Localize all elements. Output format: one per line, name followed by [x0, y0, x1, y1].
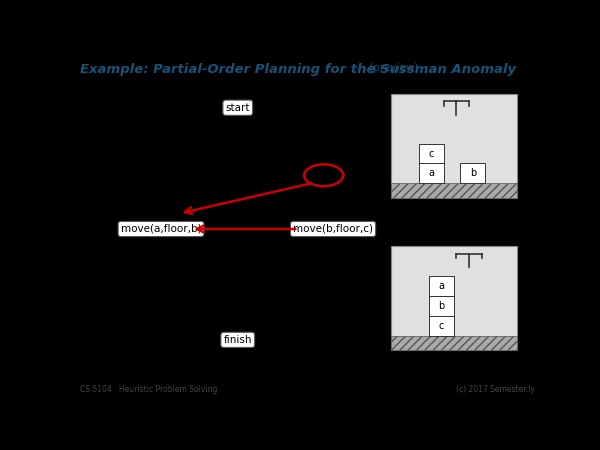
Bar	[429, 276, 454, 296]
FancyBboxPatch shape	[391, 94, 517, 198]
Text: c: c	[439, 321, 444, 331]
Bar	[419, 163, 444, 183]
Text: b: b	[470, 168, 476, 178]
Bar	[419, 144, 444, 163]
Text: move(a,floor,b): move(a,floor,b)	[121, 224, 202, 234]
Text: c: c	[428, 148, 434, 158]
Text: a: a	[428, 168, 434, 178]
Bar	[429, 316, 454, 336]
Text: CS 5104   Heuristic Problem Solving: CS 5104 Heuristic Problem Solving	[80, 385, 217, 394]
Bar	[391, 336, 517, 350]
Text: b: b	[438, 301, 445, 311]
Bar	[429, 296, 454, 316]
Text: start: start	[226, 103, 250, 112]
Bar	[460, 163, 485, 183]
Text: (preview): (preview)	[365, 63, 418, 72]
Text: a: a	[439, 281, 445, 291]
Text: finish: finish	[223, 335, 252, 345]
Bar	[391, 183, 517, 198]
Text: Example: Partial-Order Planning for the Sussman Anomaly: Example: Partial-Order Planning for the …	[80, 63, 516, 76]
Text: (c) 2017 Semester.ly: (c) 2017 Semester.ly	[457, 385, 535, 394]
Text: move(b,floor,c): move(b,floor,c)	[293, 224, 373, 234]
FancyBboxPatch shape	[391, 246, 517, 350]
